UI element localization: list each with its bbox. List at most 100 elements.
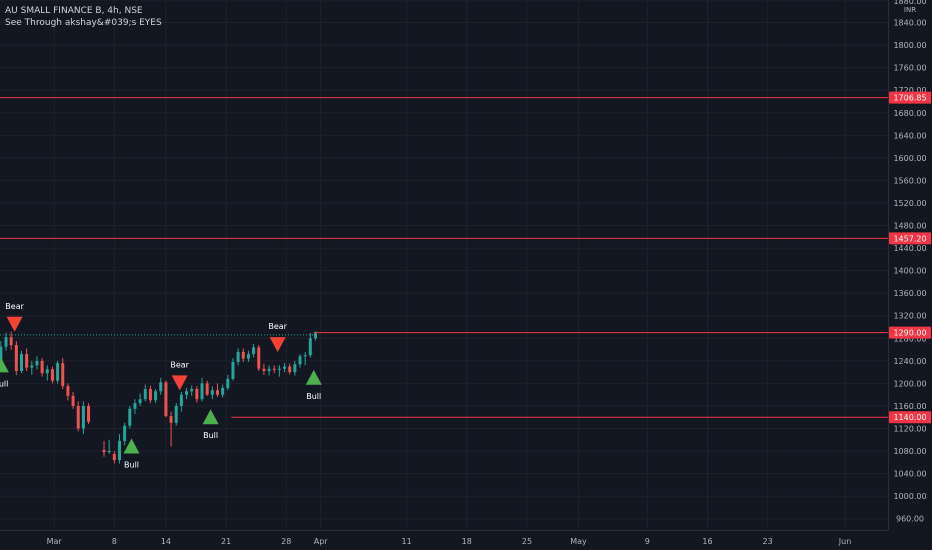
candle <box>138 393 142 406</box>
bull-triangle-icon <box>202 409 219 425</box>
bull-signal: Bull <box>202 409 219 440</box>
candle-body <box>148 389 152 401</box>
bear-signal-label: Bear <box>268 322 287 331</box>
candle-body <box>0 346 3 361</box>
grid-lines <box>0 0 888 530</box>
candle-body <box>87 405 91 422</box>
time-tick-label: 11 <box>402 537 412 546</box>
bull-signal: Bull <box>123 438 140 470</box>
candle-body <box>205 383 209 395</box>
candle-body <box>231 361 235 379</box>
time-axis: Mar 8 14 21 28 Apr 11 18 25 May 9 16 23 Jun <box>47 537 852 546</box>
candle <box>262 363 266 375</box>
candle <box>293 360 297 376</box>
bear-signal: Bear <box>170 360 190 391</box>
candle-body <box>210 390 214 395</box>
candle-body <box>293 364 297 373</box>
candle <box>40 358 44 377</box>
candle-body <box>25 354 29 368</box>
bull-signal: Bull <box>0 357 9 388</box>
price-tick-label: 1720.00 <box>893 86 926 95</box>
bull-signal-label: Bull <box>306 392 321 401</box>
candle <box>215 383 219 397</box>
candle <box>308 332 312 358</box>
time-tick-label: 23 <box>763 537 773 546</box>
candle <box>246 350 250 362</box>
candle <box>288 363 292 375</box>
price-level-badge <box>889 232 931 245</box>
candle <box>45 365 49 381</box>
price-tick-label: 1080.00 <box>893 447 926 456</box>
candle-body <box>252 347 256 355</box>
candle-body <box>169 416 173 423</box>
candle-body <box>14 345 18 371</box>
candle-body <box>71 395 75 406</box>
price-level-badge <box>889 91 931 104</box>
candle <box>61 358 65 390</box>
price-level-label: 1706.85 <box>893 94 926 103</box>
candle-body <box>117 440 121 461</box>
candle-body <box>81 405 85 429</box>
candle <box>169 411 173 447</box>
price-level-label: 1140.00 <box>893 413 926 422</box>
candle <box>143 384 147 402</box>
candle <box>277 365 281 377</box>
candle <box>231 358 235 381</box>
bear-triangle-icon <box>6 316 23 332</box>
price-tick-label: 1640.00 <box>893 131 926 140</box>
candle-body <box>112 453 116 461</box>
price-tick-label: 1800.00 <box>893 41 926 50</box>
candle-body <box>190 389 194 392</box>
time-tick-label: 16 <box>702 537 712 546</box>
bull-signal: Bull <box>305 369 322 401</box>
candle-body <box>257 347 261 369</box>
candle-body <box>288 366 292 373</box>
time-tick-label: 18 <box>462 537 472 546</box>
candle-body <box>133 403 137 409</box>
time-tick-label: Jun <box>838 537 852 546</box>
bear-signal: Bear <box>268 322 288 353</box>
price-tick-label: 1120.00 <box>893 425 926 434</box>
symbol-legend-text: AU SMALL FINANCE B, 4h, NSE <box>5 6 143 16</box>
price-tick-label: 1400.00 <box>893 267 926 276</box>
candle-body <box>221 387 225 395</box>
candle <box>35 356 39 370</box>
candle-body <box>215 390 219 395</box>
candle-body <box>179 394 183 406</box>
price-tick-label: 1160.00 <box>893 402 926 411</box>
candle-body <box>9 337 13 346</box>
candle-body <box>246 354 250 359</box>
candle <box>14 341 18 375</box>
chart-legend: AU SMALL FINANCE B, 4h, NSE See Through … <box>5 5 162 29</box>
candle <box>221 384 225 398</box>
candle-body <box>262 368 266 371</box>
candle <box>195 386 199 403</box>
candle <box>210 386 214 400</box>
candle-body <box>107 451 111 453</box>
candle-body <box>143 389 147 400</box>
candle <box>174 403 178 426</box>
price-tick-label: 1480.00 <box>893 222 926 231</box>
bear-triangle-icon <box>269 337 286 353</box>
candle-body <box>159 382 163 392</box>
candle-body <box>30 365 34 368</box>
candle-body <box>185 391 189 395</box>
candle <box>313 331 317 341</box>
candle <box>190 385 194 396</box>
time-tick-label: 21 <box>221 537 231 546</box>
candle-body <box>66 386 70 396</box>
candle-body <box>303 355 307 357</box>
bull-triangle-icon <box>0 357 9 373</box>
price-tick-label: 1600.00 <box>893 154 926 163</box>
time-tick-label: Mar <box>47 537 63 546</box>
candle-body <box>195 389 199 400</box>
candle <box>133 399 137 414</box>
candle <box>257 345 261 371</box>
price-tick-label: 1560.00 <box>893 176 926 185</box>
price-tick-label: 1840.00 <box>893 19 926 28</box>
candle <box>164 380 168 418</box>
bear-signal: Bear <box>5 302 25 332</box>
candle <box>303 351 307 366</box>
candle <box>87 403 91 424</box>
